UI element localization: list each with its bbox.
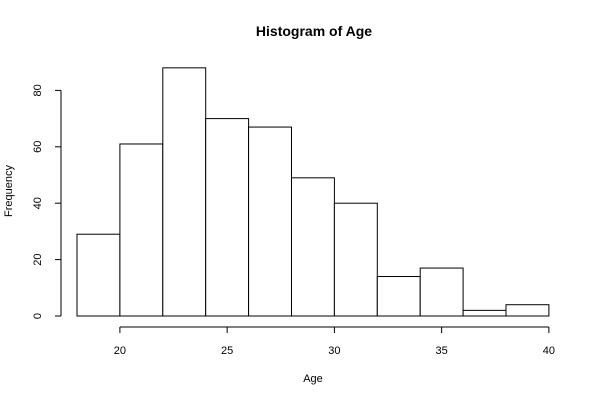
histogram-bar-6 xyxy=(291,177,335,317)
x-tick-label-25: 25 xyxy=(221,345,233,357)
x-tick-label-40: 40 xyxy=(543,345,555,357)
y-tick-label-80: 80 xyxy=(32,84,44,96)
x-axis: 20 25 30 35 40 xyxy=(114,326,555,357)
histogram-bar-1 xyxy=(76,233,121,317)
x-axis-label: Age xyxy=(303,373,323,385)
histogram-bar-5 xyxy=(248,126,293,317)
y-tick-label-40: 40 xyxy=(32,197,44,209)
y-tick-label-60: 60 xyxy=(32,141,44,153)
x-tick-label-30: 30 xyxy=(328,345,340,357)
histogram-bar-8 xyxy=(376,276,421,317)
x-tick-label-35: 35 xyxy=(436,345,448,357)
y-tick-label-20: 20 xyxy=(32,253,44,265)
x-tick-label-20: 20 xyxy=(114,345,126,357)
histogram-bar-4 xyxy=(205,118,250,317)
histogram-bar-3 xyxy=(162,67,207,317)
y-axis: 0 20 40 60 80 xyxy=(32,84,62,319)
histogram-bar-11 xyxy=(505,304,550,317)
y-axis-label: Frequency xyxy=(3,165,15,217)
histogram-bar-9 xyxy=(419,267,464,317)
y-tick-label-0: 0 xyxy=(32,313,44,319)
histogram-bar-2 xyxy=(119,143,164,317)
histogram-bar-7 xyxy=(333,202,378,317)
chart-title: Histogram of Age xyxy=(256,23,372,39)
bars-group xyxy=(76,67,550,317)
histogram-bar-10 xyxy=(462,309,507,317)
